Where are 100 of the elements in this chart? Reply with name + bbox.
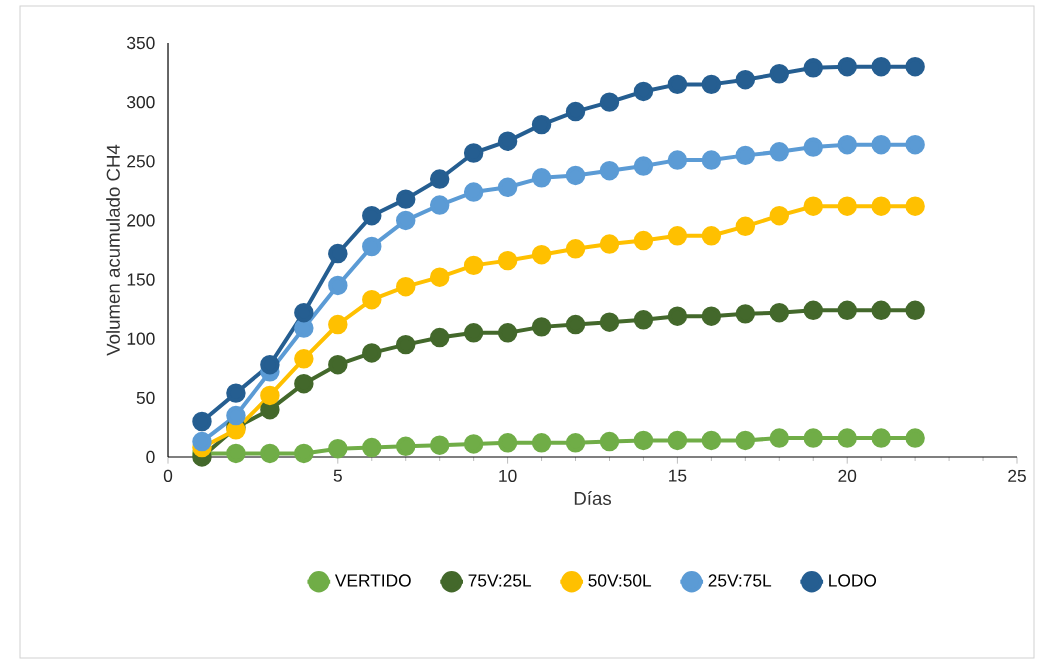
point [633,430,654,451]
point [837,196,857,216]
point [565,165,586,186]
point [633,156,654,176]
x-tick-label: 5 [333,469,342,482]
point [735,69,756,90]
y-tick-label: 350 [127,36,155,50]
point [294,349,314,369]
y-tick-label: 150 [127,273,155,286]
point [769,205,790,226]
point [803,58,823,78]
point [599,431,620,452]
x-tick-label: 15 [669,469,687,482]
point [396,334,416,355]
x-tick-label: 0 [163,469,173,482]
y-tick-label: 300 [127,95,155,109]
point [531,168,552,188]
point [497,131,518,151]
point [769,142,790,162]
point [463,143,484,163]
point [192,431,212,452]
point [905,428,925,448]
point [667,74,688,95]
point [226,383,246,403]
point [328,438,348,459]
y-tick-label: 50 [136,391,155,404]
point [260,385,280,406]
point [837,56,857,77]
point [667,150,688,170]
point [396,210,416,231]
point [633,230,654,251]
point [769,428,790,448]
point [260,443,280,464]
point [429,169,450,189]
point [362,205,382,226]
x-axis-title: Días [574,491,612,506]
point [769,302,790,323]
point [362,437,382,458]
point [226,405,246,426]
legend-label: 75V:25L [468,574,532,587]
point [803,196,823,216]
point [463,182,484,202]
y-axis-title: Volumen acumulado CH4 [106,144,120,356]
point [429,195,450,215]
point [328,243,348,264]
point [396,276,416,297]
point [429,267,450,287]
point [565,239,586,259]
point [735,304,756,324]
point [701,306,722,326]
point [531,244,552,265]
point [837,134,857,155]
point [463,434,484,454]
point [905,196,925,216]
point [294,318,314,338]
point [497,250,518,271]
point [362,236,382,257]
point [565,433,586,453]
point [837,428,857,448]
point [192,411,212,432]
point [599,312,620,332]
point [429,435,450,455]
y-tick-label: 200 [127,214,155,227]
point [633,310,654,330]
point [871,428,891,448]
point [905,134,925,155]
y-tick-label: 250 [127,155,155,168]
point [667,430,688,451]
point [633,81,654,102]
point [396,189,416,209]
point [260,354,280,375]
point [599,92,620,112]
point [531,114,552,135]
point [803,300,823,321]
x-tick-label: 10 [499,469,517,482]
point [803,428,823,448]
point [565,314,586,335]
point [362,289,382,310]
point [328,354,348,375]
point [701,150,722,170]
legend-label: VERTIDO [334,574,411,587]
point [429,327,450,348]
point [226,443,246,464]
point [735,145,756,166]
point [905,300,925,321]
point [565,101,586,122]
point [701,74,722,95]
point [531,433,552,453]
point [701,430,722,451]
point [362,343,382,363]
point [769,64,790,84]
point [396,436,416,457]
point [735,430,756,451]
legend-label: 50V:50L [588,574,652,587]
point [837,300,857,321]
point [328,275,348,296]
point [294,302,314,323]
point [497,433,518,453]
point [803,137,823,157]
point [599,161,620,181]
